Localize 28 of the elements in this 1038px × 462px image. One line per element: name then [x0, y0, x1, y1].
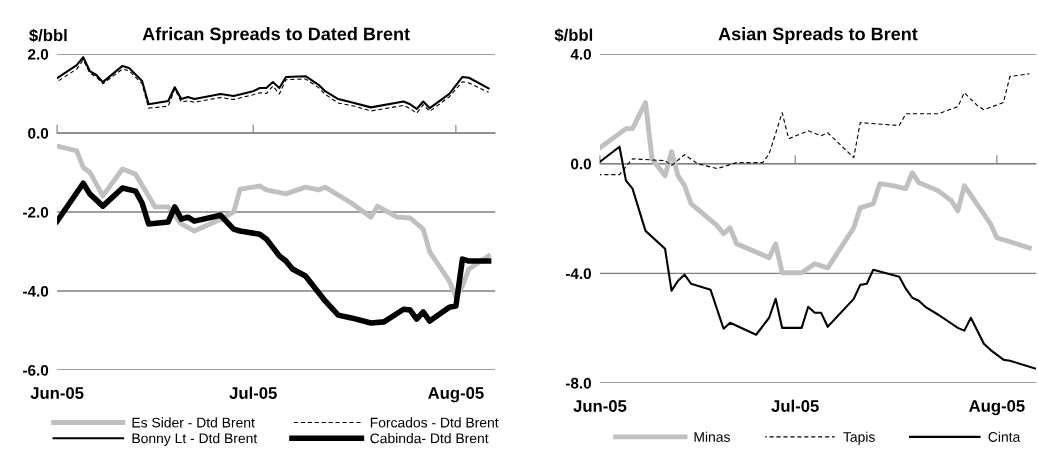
legend-label: Bonny Lt - Dtd Brent — [132, 433, 258, 446]
chart-title: Asian Spreads to Brent — [718, 27, 918, 44]
legend-label: Forcados - Dtd Brent — [370, 417, 499, 428]
legend-label: Cabinda- Dtd Brent — [370, 433, 489, 444]
x-tick-label: Aug-05 — [969, 400, 1025, 416]
x-tick-label: Jun-05 — [30, 387, 84, 399]
line-series — [57, 143, 492, 300]
x-tick-label: Jun-05 — [573, 400, 627, 412]
legend-label: Tapis — [843, 431, 875, 445]
x-tick-label: Aug-05 — [428, 387, 484, 403]
y-tick-label: -4.0 — [565, 268, 592, 280]
line-series — [599, 100, 1032, 276]
y-axis-title: $/bbl — [554, 28, 593, 42]
x-tick-label: Jul-05 — [229, 386, 277, 399]
y-tick-label: 0.0 — [28, 127, 49, 139]
legend-label: Minas — [694, 431, 730, 442]
y-tick-label: -2.0 — [23, 206, 49, 218]
y-tick-label: 2.0 — [28, 48, 49, 60]
chart-title: African Spreads to Dated Brent — [142, 27, 410, 44]
legend-label: Cinta — [988, 431, 1021, 442]
y-tick-label: -4.0 — [23, 285, 49, 297]
y-tick-label: -8.0 — [565, 377, 592, 389]
y-tick-label: 4.0 — [570, 48, 592, 60]
x-tick-label: Jul-05 — [771, 399, 819, 412]
y-tick-label: 0.0 — [571, 158, 592, 170]
legend-label: Es Sider - Dtd Brent — [132, 417, 255, 428]
y-axis-title: $/bbl — [29, 28, 67, 43]
y-tick-label: -6.0 — [23, 364, 49, 376]
